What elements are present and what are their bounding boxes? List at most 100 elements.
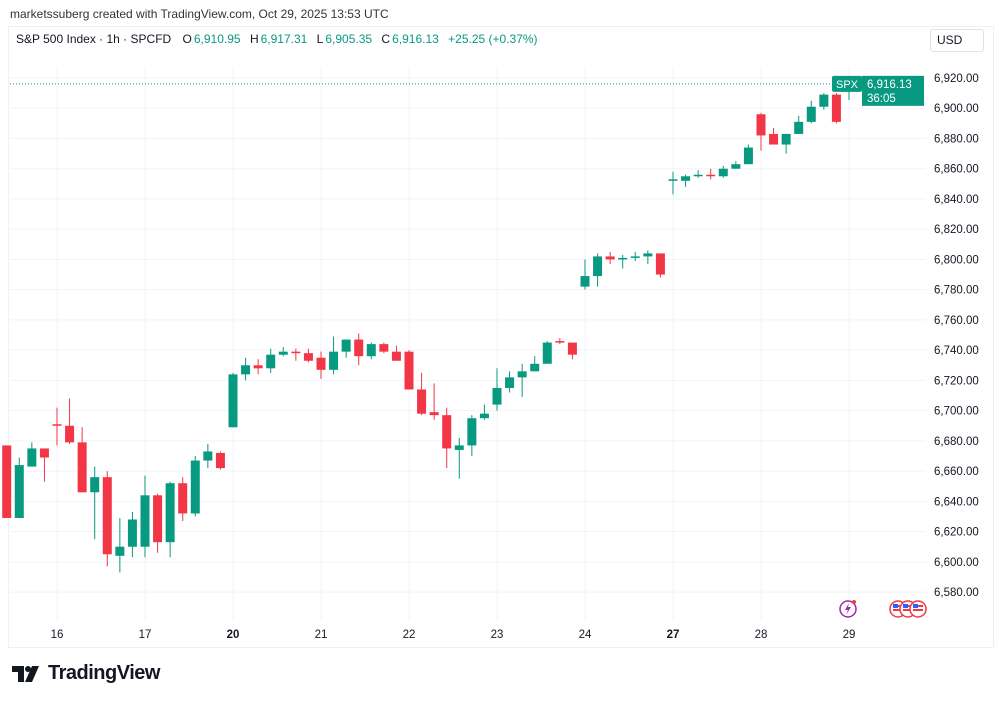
candle bbox=[253, 359, 263, 375]
candle bbox=[329, 336, 339, 375]
high-value: 6,917.31 bbox=[260, 32, 308, 46]
candle-body bbox=[454, 445, 464, 450]
candle-body bbox=[228, 374, 238, 428]
candle-body bbox=[567, 342, 577, 355]
x-tick-label: 28 bbox=[755, 629, 768, 641]
y-tick-label: 6,640.00 bbox=[934, 496, 979, 508]
candle bbox=[454, 437, 464, 479]
price-tag-symbol: SPX bbox=[836, 79, 859, 91]
x-tick-label: 22 bbox=[403, 629, 416, 641]
candle-body bbox=[178, 483, 188, 514]
candle-body bbox=[391, 351, 401, 361]
symbol-legend: S&P 500 Index · 1h · SPCFD O 6,910.95 H 6,… bbox=[16, 32, 540, 46]
candle-body bbox=[605, 256, 615, 260]
candle-body bbox=[366, 344, 376, 357]
y-tick-label: 6,600.00 bbox=[934, 557, 979, 569]
events-row bbox=[839, 600, 927, 618]
candle bbox=[165, 481, 175, 558]
candle-body bbox=[706, 174, 716, 177]
candle bbox=[567, 342, 577, 360]
y-tick-label: 6,900.00 bbox=[934, 103, 979, 115]
candle bbox=[354, 333, 364, 366]
candle-body bbox=[203, 451, 213, 461]
candle bbox=[530, 356, 540, 372]
y-tick-label: 6,740.00 bbox=[934, 345, 979, 357]
candle bbox=[391, 345, 401, 361]
candle bbox=[819, 93, 829, 110]
candle-body bbox=[479, 413, 489, 419]
candle-body bbox=[341, 339, 351, 352]
tradingview-logo-icon bbox=[12, 665, 39, 682]
candle-body bbox=[769, 133, 779, 145]
candle-body bbox=[505, 377, 515, 388]
candle-body bbox=[165, 483, 175, 543]
candle bbox=[555, 338, 565, 345]
candle-body bbox=[542, 342, 552, 364]
y-tick-label: 6,760.00 bbox=[934, 315, 979, 327]
price-tag-countdown: 36:05 bbox=[867, 93, 896, 105]
candle bbox=[291, 348, 301, 361]
candle-body bbox=[668, 179, 678, 181]
candle-body bbox=[756, 114, 766, 136]
candle-body bbox=[77, 442, 87, 493]
us-flag-icon[interactable] bbox=[909, 600, 927, 618]
close-label: C bbox=[381, 32, 391, 46]
candle-body bbox=[329, 351, 339, 370]
candle-body bbox=[467, 418, 477, 446]
y-tick-label: 6,700.00 bbox=[934, 406, 979, 418]
candle bbox=[517, 363, 527, 398]
candle bbox=[781, 133, 791, 154]
y-tick-label: 6,840.00 bbox=[934, 194, 979, 206]
candle-body bbox=[278, 351, 288, 355]
low-value: 6,905.35 bbox=[325, 32, 373, 46]
candle bbox=[115, 517, 125, 573]
candle-body bbox=[530, 363, 540, 372]
candle-body bbox=[442, 415, 452, 449]
candle bbox=[442, 407, 452, 469]
close-value: 6,916.13 bbox=[392, 32, 439, 46]
candle bbox=[593, 253, 603, 287]
currency-button[interactable]: USD bbox=[930, 29, 984, 52]
candle bbox=[681, 174, 691, 187]
candle bbox=[718, 165, 728, 178]
candle-body bbox=[580, 276, 590, 287]
lightning-icon[interactable] bbox=[839, 600, 857, 618]
candle-body bbox=[781, 133, 791, 145]
candle-body bbox=[241, 365, 251, 375]
y-tick-label: 6,820.00 bbox=[934, 224, 979, 236]
candle bbox=[241, 357, 251, 381]
candle-body bbox=[429, 412, 439, 416]
change-value: +25.25 (+0.37%) bbox=[448, 32, 538, 46]
tradingview-logo[interactable]: TradingView bbox=[12, 662, 160, 685]
y-tick-label: 6,920.00 bbox=[934, 73, 979, 85]
candle-body bbox=[681, 176, 691, 181]
candle bbox=[341, 339, 351, 358]
candle-body bbox=[52, 424, 62, 426]
candle bbox=[153, 493, 163, 553]
candle bbox=[2, 445, 12, 518]
candle bbox=[366, 342, 376, 360]
low-label: L bbox=[316, 32, 324, 46]
candle bbox=[404, 350, 414, 390]
open-value: 6,910.95 bbox=[193, 32, 241, 46]
candle bbox=[39, 448, 49, 482]
candle bbox=[467, 415, 477, 456]
candle bbox=[266, 348, 276, 373]
symbol-title[interactable]: S&P 500 Index · 1h · SPCFD bbox=[16, 32, 172, 46]
candle bbox=[90, 466, 100, 540]
brand-name: TradingView bbox=[48, 662, 160, 684]
x-tick-label: 21 bbox=[315, 629, 328, 641]
y-tick-label: 6,580.00 bbox=[934, 587, 979, 599]
candle-body bbox=[303, 353, 313, 361]
candle-body bbox=[806, 106, 816, 122]
x-tick-label: 17 bbox=[139, 629, 152, 641]
high-label: H bbox=[249, 32, 259, 46]
y-tick-label: 6,720.00 bbox=[934, 375, 979, 387]
price-tag: SPX 6,916.13 36:05 bbox=[832, 75, 924, 106]
y-tick-label: 6,800.00 bbox=[934, 254, 979, 266]
candle bbox=[27, 442, 37, 467]
candle-body bbox=[153, 495, 163, 543]
candle bbox=[743, 144, 753, 165]
candle bbox=[417, 372, 427, 416]
